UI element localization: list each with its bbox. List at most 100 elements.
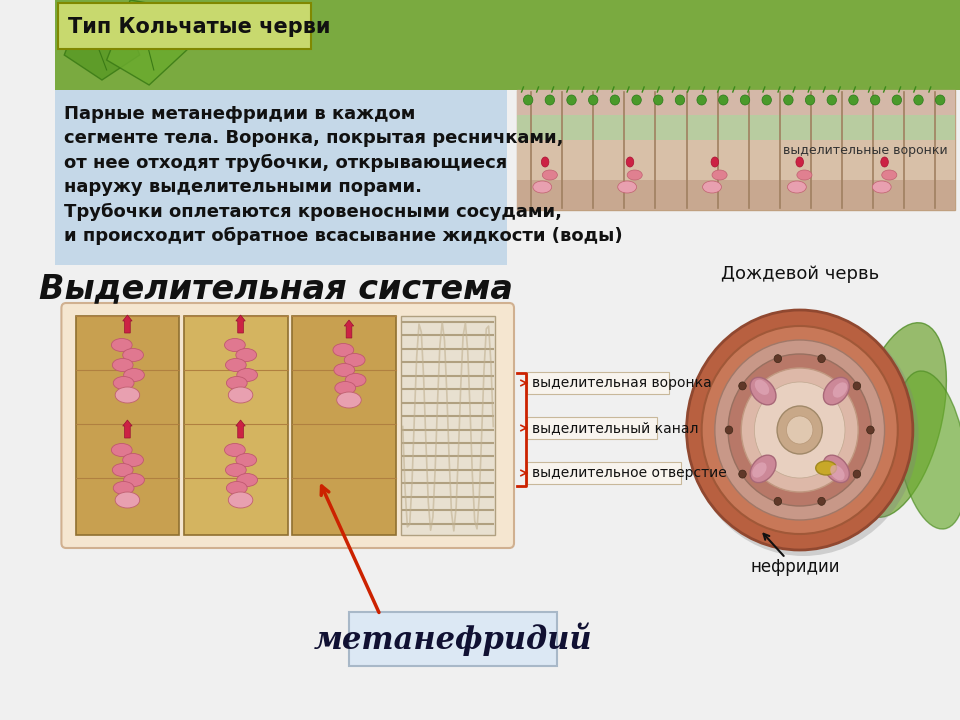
Ellipse shape [753,462,767,477]
Circle shape [545,95,555,105]
Ellipse shape [617,181,636,193]
Text: выделительная воронка: выделительная воронка [532,376,711,390]
Circle shape [719,95,728,105]
Text: выделительное отверстие: выделительное отверстие [532,466,727,480]
Ellipse shape [237,474,257,487]
Ellipse shape [897,371,960,529]
Bar [401,316,495,535]
Bar [55,0,960,90]
FancyArrow shape [236,420,245,438]
FancyBboxPatch shape [527,417,657,439]
Ellipse shape [124,474,144,487]
Text: выделительные воронки: выделительные воронки [783,143,948,156]
Ellipse shape [111,444,132,456]
Text: выделительный канал: выделительный канал [532,421,699,435]
Ellipse shape [225,338,245,351]
Ellipse shape [533,181,552,193]
Circle shape [762,95,772,105]
Ellipse shape [123,348,143,361]
Ellipse shape [227,482,247,495]
Ellipse shape [334,364,354,377]
Ellipse shape [225,444,245,456]
Ellipse shape [228,492,252,508]
Circle shape [686,310,913,550]
Bar [55,90,508,265]
FancyBboxPatch shape [61,303,514,548]
Ellipse shape [333,343,353,356]
Ellipse shape [787,181,806,193]
Circle shape [853,382,861,390]
FancyBboxPatch shape [527,372,669,394]
Circle shape [818,355,826,363]
Circle shape [818,498,826,505]
Ellipse shape [832,382,848,397]
Ellipse shape [345,354,365,366]
Bar [516,140,955,180]
Circle shape [611,95,619,105]
Ellipse shape [112,359,133,372]
Ellipse shape [796,157,804,167]
Circle shape [892,95,901,105]
Circle shape [739,470,746,478]
Ellipse shape [881,170,897,180]
Text: метанефридий: метанефридий [314,622,592,656]
Ellipse shape [226,464,246,477]
Text: Дождевой червь: Дождевой червь [721,265,878,283]
Circle shape [774,355,781,363]
Ellipse shape [755,379,769,395]
Circle shape [755,382,845,478]
Text: Выделительная система: Выделительная система [39,272,514,305]
FancyArrow shape [345,320,353,338]
Circle shape [688,312,919,556]
Bar [293,316,396,535]
Bar [516,90,955,115]
Ellipse shape [337,392,361,408]
Circle shape [588,95,598,105]
Circle shape [828,95,836,105]
Ellipse shape [851,323,947,517]
Text: Тип Кольчатые черви: Тип Кольчатые черви [68,17,330,37]
Ellipse shape [228,387,252,403]
Circle shape [632,95,641,105]
Ellipse shape [830,465,845,480]
Bar [516,90,955,210]
Circle shape [849,95,858,105]
Circle shape [853,470,861,478]
Circle shape [675,95,684,105]
Circle shape [774,498,781,505]
Ellipse shape [712,170,727,180]
Ellipse shape [711,157,719,167]
Ellipse shape [541,157,549,167]
Ellipse shape [346,374,366,387]
Ellipse shape [111,338,132,351]
Ellipse shape [824,377,850,405]
Circle shape [914,95,924,105]
Ellipse shape [626,157,634,167]
Circle shape [805,95,815,105]
Ellipse shape [236,454,256,467]
Circle shape [702,326,898,534]
Bar [516,115,955,140]
Circle shape [728,354,872,506]
FancyBboxPatch shape [58,3,311,49]
FancyArrow shape [123,315,132,333]
Ellipse shape [113,482,134,495]
Circle shape [566,95,576,105]
Ellipse shape [226,359,246,372]
FancyArrow shape [123,420,132,438]
Circle shape [523,95,533,105]
Ellipse shape [750,377,776,405]
Polygon shape [107,0,187,85]
Ellipse shape [113,377,134,390]
Circle shape [783,95,793,105]
Ellipse shape [123,454,143,467]
Ellipse shape [824,455,850,482]
Ellipse shape [797,170,812,180]
Text: Парные метанефридии в каждом
сегменте тела. Воронка, покрытая ресничками,
от нее: Парные метанефридии в каждом сегменте те… [64,105,623,246]
Circle shape [935,95,945,105]
Ellipse shape [115,492,139,508]
Ellipse shape [236,348,256,361]
FancyBboxPatch shape [349,612,558,666]
Ellipse shape [112,464,133,477]
Bar [184,316,288,535]
